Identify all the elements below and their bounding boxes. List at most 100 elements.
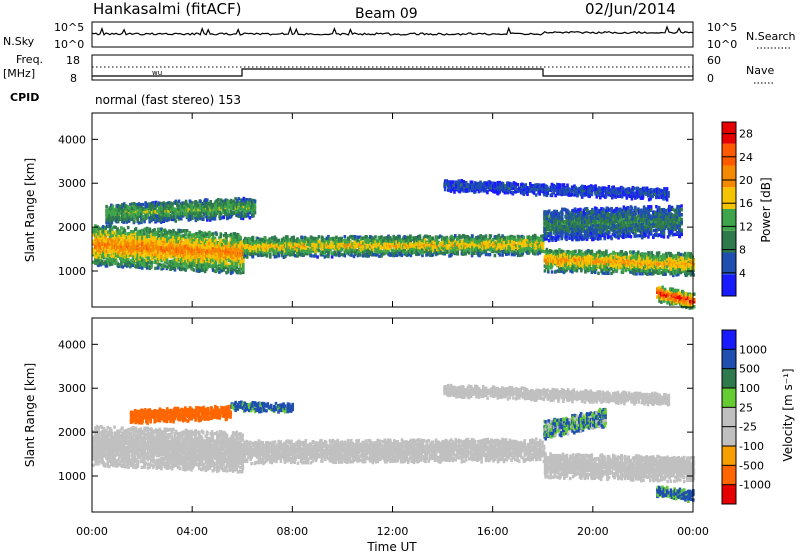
echo-cell — [249, 216, 252, 219]
freq-tick-bottom: 8 — [70, 72, 77, 85]
echo-cell — [359, 253, 362, 256]
nsearch-label: N.Search — [746, 30, 796, 43]
echo-cell — [166, 260, 169, 263]
echo-cell — [237, 271, 240, 274]
echo-cell — [328, 251, 331, 254]
echo-cell — [550, 250, 553, 253]
echo-cell — [180, 268, 183, 271]
nsearch-tick-top: 10^5 — [707, 21, 737, 34]
echo-cell — [252, 255, 255, 258]
echo-cell — [237, 197, 240, 200]
freq-note-mark: wu — [152, 69, 162, 77]
echo-cell — [185, 200, 188, 203]
echo-cell — [542, 242, 545, 245]
echo-cell — [468, 251, 471, 254]
echo-cell — [490, 234, 493, 237]
echo-cell — [143, 220, 146, 223]
echo-cell — [138, 240, 141, 243]
echo-cell — [331, 255, 334, 258]
echo-cell — [242, 260, 245, 263]
nsearch-tick-bottom: 10^0 — [707, 38, 737, 51]
echo-cell — [266, 254, 269, 257]
echo-cell — [499, 253, 502, 256]
echo-cell — [335, 236, 338, 239]
echo-cell — [225, 234, 228, 237]
echo-cell — [252, 214, 255, 217]
echo-cell — [191, 201, 194, 204]
nsky-tick-bottom: 10^0 — [54, 38, 84, 51]
freq-tick-top: 18 — [66, 54, 80, 67]
echo-cell — [350, 254, 353, 257]
echo-cell — [503, 236, 506, 239]
echo-cell — [222, 211, 225, 214]
echo-cell — [120, 226, 123, 229]
echo-cell — [286, 235, 289, 238]
nsky-tick-top: 10^5 — [54, 21, 84, 34]
echo-cell — [212, 232, 215, 235]
echo-cell — [175, 219, 178, 222]
echo-cell — [485, 250, 488, 253]
echo-cell — [494, 254, 497, 257]
echo-cell — [112, 231, 115, 234]
echo-cell — [301, 236, 304, 239]
echo-cell — [318, 235, 321, 238]
nsky-trace — [92, 27, 693, 35]
echo-cell — [374, 235, 377, 238]
echo-cell — [254, 204, 257, 207]
echo-cell — [175, 232, 178, 235]
echo-cell — [111, 226, 114, 229]
echo-cell — [106, 264, 109, 267]
echo-cell — [254, 207, 257, 210]
echo-cell — [227, 270, 230, 273]
cpid-mode-text: normal (fast stereo) 153 — [95, 93, 241, 107]
echo-cell — [252, 236, 255, 239]
echo-cell — [116, 227, 119, 230]
echo-cell — [119, 229, 122, 232]
echo-cell — [254, 199, 257, 202]
echo-cell — [225, 239, 228, 242]
echo-cell — [357, 236, 360, 239]
echo-cell — [133, 220, 136, 223]
echo-cell — [551, 270, 554, 273]
echo-cell — [321, 246, 324, 249]
echo-cell — [105, 205, 108, 208]
echo-cell — [217, 198, 220, 201]
echo-cell — [354, 235, 357, 238]
echo-cell — [223, 216, 226, 219]
echo-cell — [239, 271, 242, 274]
echo-cell — [574, 250, 577, 253]
echo-cell — [242, 268, 245, 271]
echo-cell — [150, 261, 153, 264]
nave-label: Nave — [746, 64, 774, 77]
echo-cell — [135, 227, 138, 230]
echo-cell — [215, 233, 218, 236]
cpid-label: CPID — [10, 91, 39, 104]
echo-cell — [167, 214, 170, 217]
echo-cell — [180, 217, 183, 220]
echo-cell — [310, 254, 313, 257]
echo-cell — [501, 253, 504, 256]
echo-cell — [264, 236, 267, 239]
beam-title: Beam 09 — [355, 6, 418, 22]
echo-cell — [138, 221, 141, 224]
freq-panel: Freq. [MHz] 18 8 60 0 Nave wu — [3, 53, 775, 85]
echo-cell — [220, 233, 223, 236]
echo-cell — [485, 234, 488, 237]
echo-cell — [522, 236, 525, 239]
echo-cell — [127, 226, 130, 229]
echo-cell — [242, 263, 245, 266]
echo-cell — [395, 254, 398, 257]
echo-cell — [456, 250, 459, 253]
freq-label-line1: Freq. — [16, 53, 43, 66]
echo-cell — [142, 215, 145, 218]
echo-cell — [344, 235, 347, 238]
echo-cell — [403, 235, 406, 238]
echo-cell — [401, 254, 404, 257]
echo-cell — [190, 233, 193, 236]
echo-cell — [464, 249, 467, 252]
echo-cell — [141, 254, 144, 257]
echo-cell — [239, 236, 242, 239]
echo-cell — [202, 218, 205, 221]
